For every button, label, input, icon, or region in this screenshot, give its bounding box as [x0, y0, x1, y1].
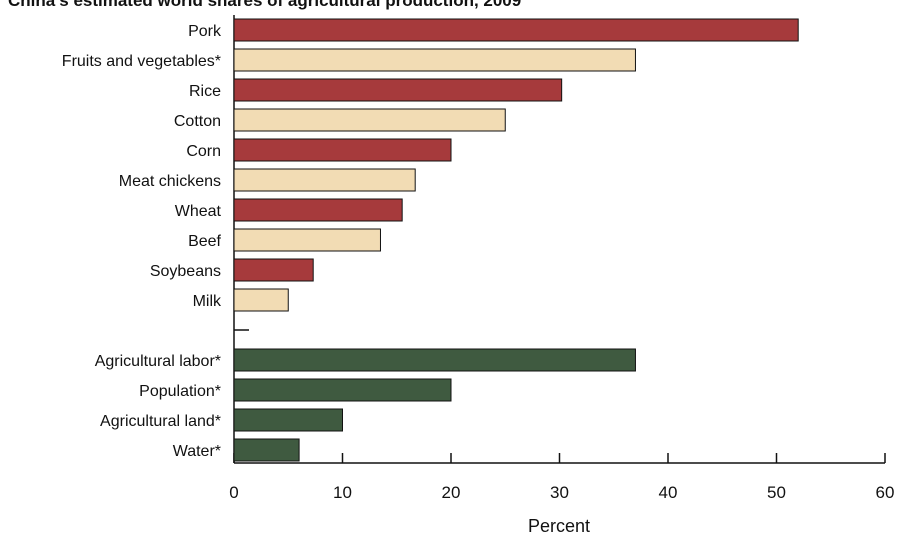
- bar-wheat: [233, 198, 403, 222]
- x-tick-label: 0: [229, 483, 238, 502]
- bar-beef: [233, 228, 381, 252]
- category-label: Milk: [193, 293, 222, 310]
- chart-title: China's estimated world shares of agricu…: [8, 0, 522, 10]
- category-label: Pork: [188, 23, 222, 40]
- category-label: Soybeans: [150, 263, 221, 280]
- x-tick-label: 40: [659, 483, 678, 502]
- x-tick-label: 20: [442, 483, 461, 502]
- bar-cotton: [233, 108, 506, 132]
- x-tick-label: 50: [767, 483, 786, 502]
- bar-fruits-and-vegetables: [233, 48, 636, 72]
- bar-rice: [233, 78, 563, 102]
- bars-group: [233, 18, 799, 462]
- x-tick-label: 30: [550, 483, 569, 502]
- category-label: Fruits and vegetables*: [62, 53, 221, 70]
- category-label: Water*: [173, 443, 221, 460]
- category-labels: Pork Fruits and vegetables* Rice Cotton Corn…: [62, 23, 222, 460]
- bar-agricultural-labor: [233, 348, 636, 372]
- category-label: Beef: [188, 233, 221, 250]
- bar-pork: [233, 18, 799, 42]
- category-label: Agricultural labor*: [95, 353, 221, 370]
- bar-water: [233, 438, 300, 462]
- category-label: Cotton: [174, 113, 221, 130]
- category-label: Corn: [186, 143, 221, 160]
- category-label: Wheat: [175, 203, 222, 220]
- category-label: Rice: [189, 83, 221, 100]
- category-label: Meat chickens: [119, 173, 221, 190]
- bar-milk: [233, 288, 289, 312]
- bar-meat-chickens: [233, 168, 416, 192]
- x-tick-label: 60: [876, 483, 895, 502]
- category-label: Agricultural land*: [100, 413, 221, 430]
- bar-population: [233, 378, 452, 402]
- bar-corn: [233, 138, 452, 162]
- x-axis-title: Percent: [528, 516, 590, 536]
- bar-soybeans: [233, 258, 314, 282]
- bar-agricultural-land: [233, 408, 343, 432]
- category-label: Population*: [139, 383, 221, 400]
- x-tick-label: 10: [333, 483, 352, 502]
